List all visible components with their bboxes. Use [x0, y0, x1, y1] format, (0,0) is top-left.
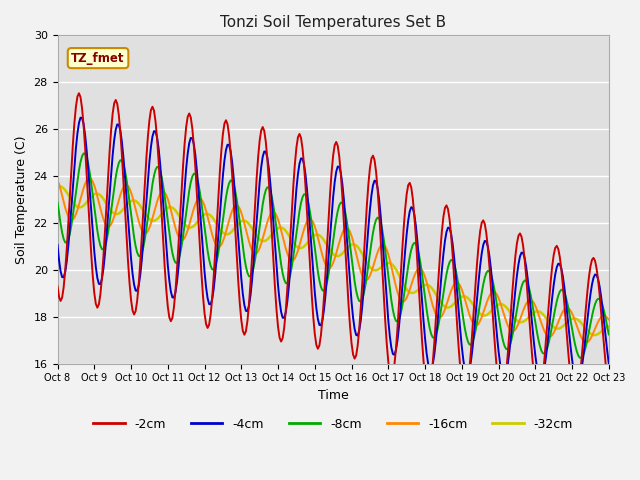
- X-axis label: Time: Time: [318, 389, 349, 402]
- Text: TZ_fmet: TZ_fmet: [71, 52, 125, 65]
- Title: Tonzi Soil Temperatures Set B: Tonzi Soil Temperatures Set B: [220, 15, 446, 30]
- Y-axis label: Soil Temperature (C): Soil Temperature (C): [15, 135, 28, 264]
- Legend: -2cm, -4cm, -8cm, -16cm, -32cm: -2cm, -4cm, -8cm, -16cm, -32cm: [88, 413, 578, 436]
